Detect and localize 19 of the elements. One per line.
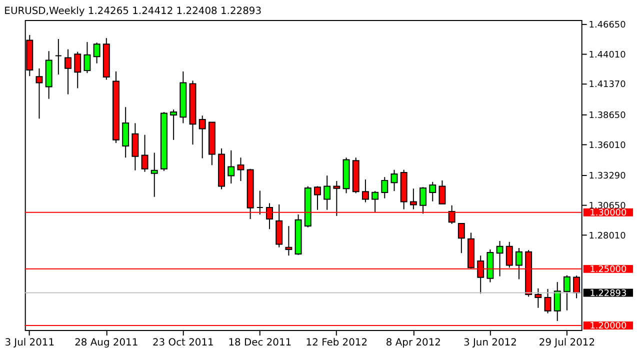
y-tick-label: 1.38650 <box>588 110 626 121</box>
y-tick-label: 1.46650 <box>588 20 626 30</box>
ref-line-label: 1.20000 <box>590 321 627 332</box>
y-tick-label: 1.36010 <box>588 140 626 151</box>
y-tick-label: 1.44010 <box>588 50 626 60</box>
x-tick-label: 18 Dec 2011 <box>228 337 292 348</box>
y-tick-label: 1.33290 <box>588 172 626 182</box>
y-tick-label: 1.28010 <box>588 231 626 242</box>
x-tick-label: 3 Jun 2012 <box>464 337 517 348</box>
x-tick-label: 3 Jul 2011 <box>4 337 55 348</box>
ref-line-label: 1.25000 <box>590 264 627 275</box>
ref-line-label: 1.22893 <box>590 288 627 299</box>
x-tick-label: 12 Feb 2012 <box>306 337 368 348</box>
x-tick-label: 23 Oct 2011 <box>152 337 214 348</box>
x-tick-label: 8 Apr 2012 <box>386 337 441 348</box>
y-tick-label: 1.41370 <box>588 80 626 90</box>
x-tick-label: 28 Aug 2011 <box>74 337 138 348</box>
x-tick-label: 29 Jul 2012 <box>538 337 596 348</box>
chart-title: EURUSD,Weekly 1.24265 1.24412 1.22408 1.22893 <box>4 6 262 18</box>
